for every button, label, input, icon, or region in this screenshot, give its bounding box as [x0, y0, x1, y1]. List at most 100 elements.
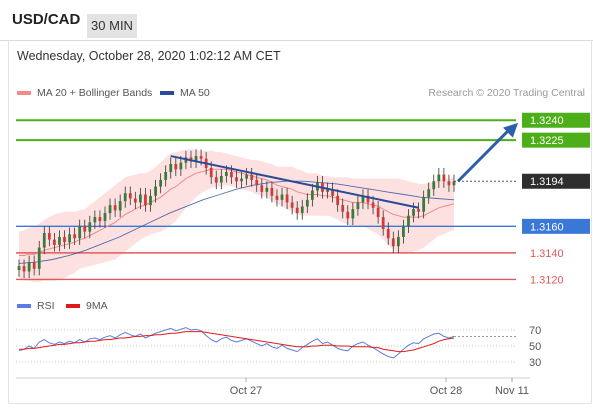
- legend-rsi-label: RSI: [37, 300, 55, 312]
- candle-body-22: [128, 193, 132, 199]
- candle-body-21: [123, 193, 127, 202]
- x-tick-label-0: Oct 27: [230, 385, 262, 397]
- candle-body-1: [22, 266, 26, 272]
- candle-body-71: [376, 207, 380, 218]
- candle-body-12: [78, 226, 82, 239]
- candle-body-81: [427, 189, 431, 198]
- candle-body-26: [149, 195, 152, 206]
- candle-body-44: [240, 178, 243, 182]
- projection-arrow: [456, 127, 512, 183]
- candle-body-36: [199, 156, 203, 159]
- rsi-series-0: [18, 327, 455, 359]
- legend-ma20: MA 20 + Bollinger Bands: [17, 87, 152, 99]
- projection-arrowhead: [503, 122, 518, 138]
- candle-body-45: [245, 174, 249, 179]
- level-tag-0: 1.3240: [530, 115, 564, 127]
- legend-ma20-label: MA 20 + Bollinger Bands: [37, 87, 153, 99]
- candle-body-6: [47, 232, 51, 240]
- level-tag-2: 1.3160: [530, 221, 564, 233]
- candle-body-29: [164, 171, 168, 180]
- ma50-line: [18, 180, 455, 264]
- candle-body-23: [133, 198, 137, 203]
- candle-body-27: [154, 186, 157, 196]
- candle-body-8: [58, 236, 61, 245]
- candle-body-75: [396, 236, 400, 247]
- candle-body-64: [341, 205, 345, 212]
- candle-body-62: [331, 189, 334, 196]
- rsi-series-1: [19, 331, 455, 353]
- candle-body-79: [417, 209, 420, 212]
- rsi-tick-1: 50: [529, 341, 541, 353]
- candle-body-83: [437, 174, 441, 182]
- candle-body-10: [68, 234, 71, 243]
- trendline: [170, 155, 419, 209]
- candle-body-40: [219, 175, 223, 183]
- candle-body-56: [300, 206, 304, 214]
- level-tag-1: 1.3225: [530, 135, 564, 147]
- candle-body-38: [209, 167, 213, 178]
- research-credit: Research © 2020 Trading Central: [428, 87, 585, 99]
- candle-body-15: [93, 217, 97, 223]
- x-tick-label-1: Oct 28: [430, 385, 462, 397]
- symbol-title: USD/CAD: [12, 11, 81, 28]
- candle-body-28: [159, 179, 163, 187]
- candle-body-4: [37, 247, 41, 269]
- candle-body-61: [326, 189, 329, 192]
- candle-body-31: [174, 164, 178, 170]
- candle-body-78: [412, 209, 415, 216]
- candle-body-67: [356, 202, 360, 210]
- rsi-tick-0: 70: [529, 325, 541, 337]
- candle-body-9: [63, 236, 66, 243]
- candle-body-17: [103, 213, 107, 222]
- candle-body-42: [230, 171, 233, 178]
- candle-body-25: [144, 194, 147, 206]
- candle-body-85: [447, 181, 451, 186]
- candle-body-32: [179, 162, 183, 170]
- candle-body-50: [270, 187, 274, 196]
- level-tag-bg-3: [522, 245, 590, 261]
- candle-body-68: [361, 195, 365, 203]
- chart-frame: [8, 41, 592, 404]
- candle-body-13: [83, 226, 87, 232]
- candle-body-49: [265, 187, 269, 192]
- candle-body-52: [280, 194, 284, 200]
- candle-body-69: [366, 195, 370, 203]
- last-price-tag: 1.3194: [530, 176, 564, 188]
- candle-body-86: [452, 181, 456, 186]
- last-price-tag-bg: [522, 173, 590, 189]
- chart-header: USD/CAD 30 MIN: [0, 0, 593, 40]
- candle-body-11: [73, 234, 77, 239]
- candle-body-16: [98, 217, 102, 222]
- ma20-swatch: [17, 91, 31, 95]
- candle-body-65: [346, 211, 350, 219]
- candle-body-48: [260, 185, 264, 192]
- candle-body-7: [53, 239, 56, 245]
- level-tag-bg-4: [522, 271, 590, 287]
- candle-body-41: [224, 171, 228, 176]
- candle-body-82: [432, 181, 436, 190]
- candle-body-30: [169, 164, 173, 172]
- candle-body-73: [386, 228, 390, 239]
- candle-body-14: [88, 222, 92, 232]
- candle-body-57: [305, 199, 309, 207]
- candle-body-54: [290, 202, 294, 208]
- level-tag-bg-1: [522, 132, 590, 148]
- candle-body-3: [32, 262, 36, 269]
- ma50-swatch: [160, 91, 174, 95]
- level-tag-bg-0: [522, 112, 590, 128]
- level-tag-3: 1.3140: [530, 248, 564, 260]
- legend-ma50: MA 50: [160, 87, 210, 99]
- candle-body-84: [442, 174, 446, 182]
- legend-rsi: RSI: [17, 300, 55, 312]
- legend-ma50-label: MA 50: [180, 87, 210, 99]
- level-tag-bg-2: [522, 218, 590, 234]
- timeframe-badge[interactable]: 30 MIN: [87, 14, 137, 38]
- candle-body-72: [381, 217, 385, 229]
- header-divider: [0, 40, 593, 41]
- datetime-label: Wednesday, October 28, 2020 1:02:12 AM C…: [17, 49, 281, 63]
- candle-body-80: [422, 197, 426, 212]
- candle-body-2: [27, 262, 31, 272]
- legend-9ma: 9MA: [66, 300, 108, 312]
- candle-body-18: [108, 205, 112, 214]
